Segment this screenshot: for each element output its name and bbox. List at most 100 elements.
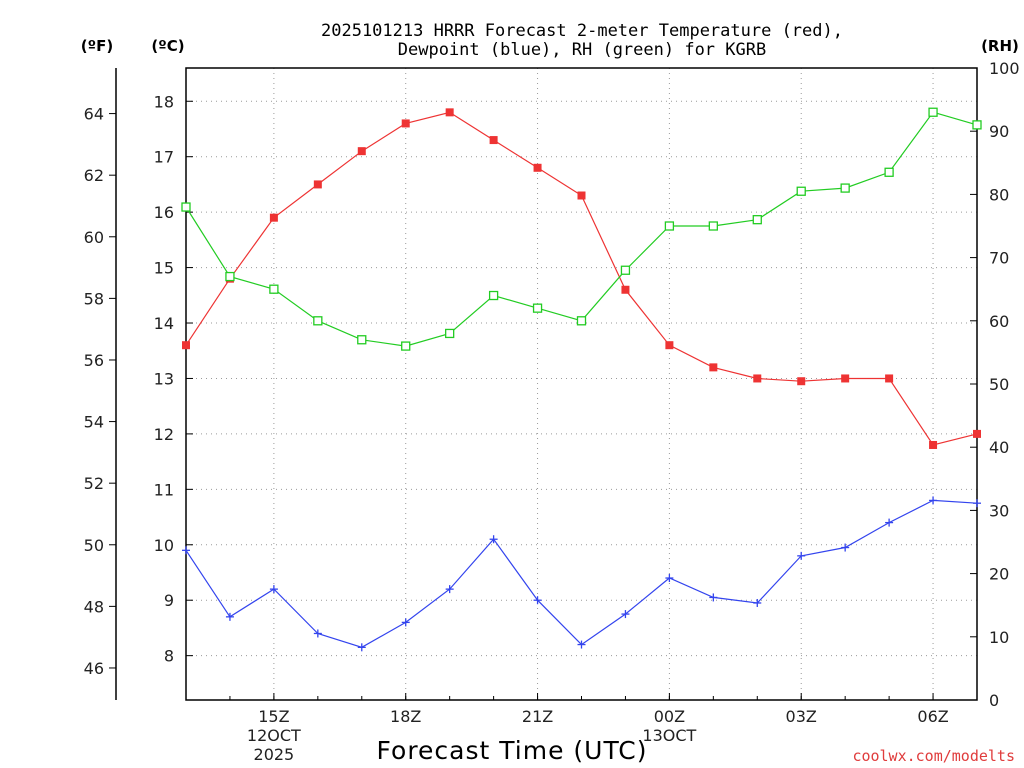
fahrenheit-tick-label-58: 58 <box>84 289 104 308</box>
x-tick-label-15-2: 2025 <box>254 745 295 764</box>
point-0-0 <box>182 341 190 350</box>
celsius-tick-label-14: 14 <box>154 314 174 333</box>
point-2-3 <box>313 316 323 326</box>
point-2-10 <box>620 265 631 275</box>
celsius-tick-label-12: 12 <box>154 425 174 444</box>
point-1-13 <box>753 598 762 607</box>
point-2-11 <box>664 221 675 231</box>
rh-tick-label-90: 90 <box>989 122 1009 141</box>
x-tick-label-18-0: 18Z <box>390 707 421 726</box>
point-1-5 <box>401 618 410 627</box>
point-1-6 <box>445 585 454 594</box>
celsius-tick-label-8: 8 <box>164 647 174 666</box>
fahrenheit-tick-label-52: 52 <box>84 474 104 493</box>
point-1-2 <box>269 585 278 594</box>
point-0-4 <box>357 147 366 156</box>
fahrenheit-unit-label: (ºF) <box>81 37 113 55</box>
celsius-tick-label-9: 9 <box>164 591 174 610</box>
rh-tick-label-30: 30 <box>989 501 1009 520</box>
celsius-tick-label-10: 10 <box>154 536 174 555</box>
series-line-0 <box>185 111 978 446</box>
point-0-18 <box>973 429 981 438</box>
point-1-17 <box>929 496 938 505</box>
point-1-16 <box>885 518 894 527</box>
series-1 <box>182 496 981 652</box>
celsius-tick-label-17: 17 <box>154 148 174 167</box>
point-2-15 <box>840 183 850 193</box>
point-2-16 <box>884 167 894 177</box>
point-1-15 <box>841 543 850 552</box>
title-line-1: 2025101213 HRRR Forecast 2-meter Tempera… <box>321 21 843 41</box>
point-0-11 <box>665 341 674 350</box>
point-1-11 <box>665 574 674 583</box>
credit-text: coolwx.com/modelts <box>852 747 1015 765</box>
x-tick-label-24-1: 13OCT <box>642 726 696 745</box>
series-0 <box>182 108 981 449</box>
point-2-13 <box>752 215 762 225</box>
series <box>181 107 982 652</box>
point-2-0 <box>181 202 191 212</box>
point-2-6 <box>445 328 455 339</box>
point-2-18 <box>972 120 982 130</box>
x-axis-title: Forecast Time (UTC) <box>377 736 648 765</box>
point-2-1 <box>225 271 235 282</box>
x-tick-label-30-0: 06Z <box>917 707 948 726</box>
point-0-7 <box>489 136 498 145</box>
point-1-3 <box>313 629 322 638</box>
point-2-7 <box>488 290 499 301</box>
fahrenheit-tick-label-48: 48 <box>84 597 104 616</box>
point-2-4 <box>357 335 367 345</box>
rh-tick-label-80: 80 <box>989 185 1009 204</box>
point-0-15 <box>841 374 850 383</box>
rh-tick-label-70: 70 <box>989 249 1009 268</box>
fahrenheit-tick-label-56: 56 <box>84 351 104 370</box>
fahrenheit-tick-label-60: 60 <box>84 228 104 247</box>
fahrenheit-tick-label-54: 54 <box>84 413 104 432</box>
point-0-13 <box>753 374 762 383</box>
point-2-8 <box>532 303 543 313</box>
series-line-2 <box>185 111 978 347</box>
fahrenheit-tick-label-46: 46 <box>84 659 104 678</box>
point-2-17 <box>928 107 938 117</box>
point-0-12 <box>709 363 718 372</box>
point-1-18 <box>973 499 981 508</box>
celsius-tick-label-15: 15 <box>154 259 174 278</box>
point-0-5 <box>401 119 410 128</box>
x-tick-label-15-0: 15Z <box>258 707 289 726</box>
point-1-7 <box>489 535 498 544</box>
celsius-unit-label: (ºC) <box>151 37 184 55</box>
rh-tick-label-10: 10 <box>989 628 1009 647</box>
fahrenheit-tick-label-50: 50 <box>84 536 104 555</box>
grid <box>186 68 977 700</box>
point-1-12 <box>709 593 718 602</box>
x-tick-label-27-0: 03Z <box>786 707 817 726</box>
fahrenheit-tick-label-64: 64 <box>84 105 104 124</box>
celsius-tick-label-13: 13 <box>154 369 174 388</box>
series-2 <box>181 107 982 351</box>
point-0-2 <box>269 213 278 222</box>
rh-tick-label-40: 40 <box>989 438 1009 457</box>
point-1-10 <box>621 610 630 619</box>
celsius-tick-label-11: 11 <box>154 480 174 499</box>
point-0-17 <box>929 440 938 449</box>
rh-tick-label-0: 0 <box>989 691 999 710</box>
point-0-6 <box>445 108 454 117</box>
point-1-9 <box>577 640 586 649</box>
point-1-14 <box>797 551 806 560</box>
point-1-8 <box>533 596 542 605</box>
point-0-8 <box>533 163 542 172</box>
x-tick-label-15-1: 12OCT <box>247 726 301 745</box>
rh-tick-label-100: 100 <box>989 59 1020 78</box>
point-2-2 <box>269 284 279 294</box>
rh-tick-label-60: 60 <box>989 312 1009 331</box>
point-2-14 <box>796 186 806 196</box>
point-0-3 <box>313 180 322 189</box>
point-2-9 <box>576 316 587 326</box>
point-0-10 <box>621 285 630 294</box>
point-1-1 <box>225 612 234 621</box>
title-line-2: Dewpoint (blue), RH (green) for KGRB <box>398 40 766 60</box>
rh-tick-label-50: 50 <box>989 375 1009 394</box>
x-tick-label-24-0: 00Z <box>654 707 685 726</box>
rh-unit-label: (RH) <box>981 37 1019 55</box>
